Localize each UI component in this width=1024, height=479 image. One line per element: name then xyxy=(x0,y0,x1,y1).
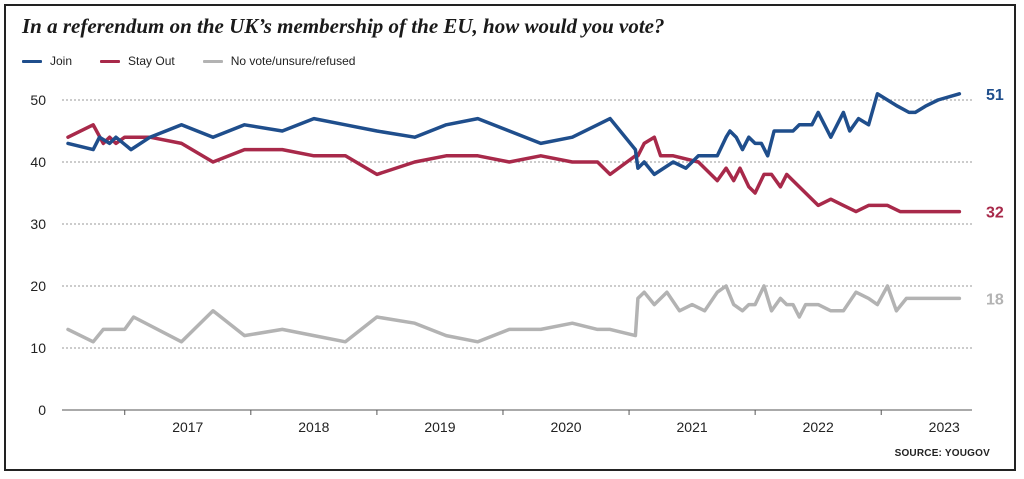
x-tick-label-2023: 2023 xyxy=(929,419,960,435)
legend-item-stay-out: Stay Out xyxy=(100,54,175,68)
x-tick-label-2021: 2021 xyxy=(677,419,708,435)
end-label-join: 51 xyxy=(986,87,1004,104)
legend-swatch-join xyxy=(22,59,42,63)
y-tick-label-20: 20 xyxy=(30,278,46,294)
legend-item-no-vote: No vote/unsure/refused xyxy=(202,54,356,68)
y-tick-label-40: 40 xyxy=(30,154,46,170)
y-tick-label-30: 30 xyxy=(30,216,46,232)
end-label-stay-out: 32 xyxy=(986,205,1004,222)
series-line-stay-out xyxy=(66,123,962,214)
x-tick-label-2018: 2018 xyxy=(298,419,329,435)
legend-item-join: Join xyxy=(22,54,72,68)
legend-label-no-vote: No vote/unsure/refused xyxy=(230,54,356,68)
y-tick-label-0: 0 xyxy=(38,402,46,418)
x-tick-label-2017: 2017 xyxy=(172,419,203,435)
series-line-no-vote-unsure-refused xyxy=(66,284,962,344)
series-line-join xyxy=(66,92,962,177)
legend-label-stay-out: Stay Out xyxy=(128,54,175,68)
y-tick-label-50: 50 xyxy=(30,92,46,108)
x-tick-label-2020: 2020 xyxy=(550,419,581,435)
x-tick-label-2022: 2022 xyxy=(803,419,834,435)
source-credit: SOURCE: YOUGOV xyxy=(894,448,990,459)
x-tick-label-2019: 2019 xyxy=(424,419,455,435)
legend-swatch-stay-out xyxy=(100,59,121,63)
y-tick-label-10: 10 xyxy=(30,340,46,356)
legend-label-join: Join xyxy=(50,54,73,68)
legend: Join Stay Out No vote/unsure/refused xyxy=(22,54,355,68)
end-label-no-vote-unsure-refused: 18 xyxy=(986,291,1004,308)
legend-swatch-no-vote xyxy=(202,59,223,63)
chart-frame xyxy=(4,4,1016,471)
chart-title: In a referendum on the UK’s membership o… xyxy=(22,14,665,38)
